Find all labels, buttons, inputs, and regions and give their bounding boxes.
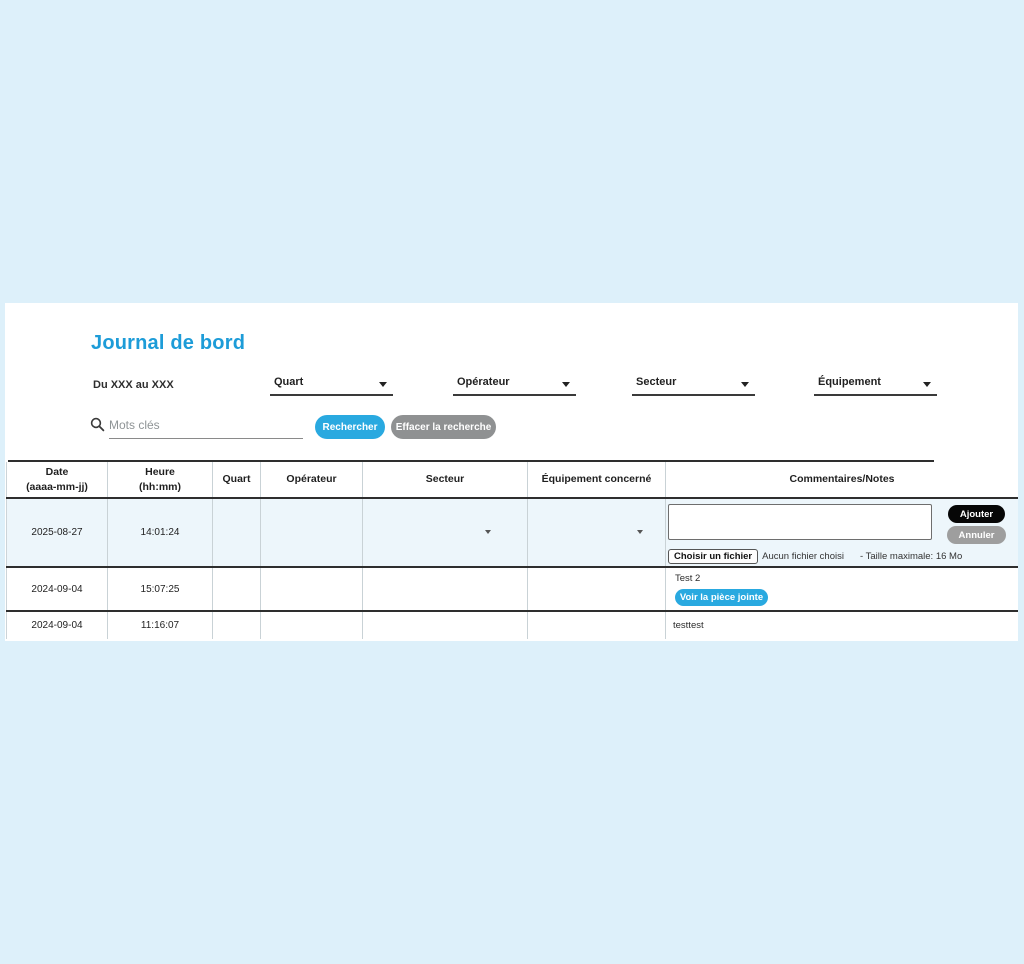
filter-dropdown-quart-label: Quart bbox=[274, 376, 304, 388]
cell-operateur bbox=[260, 611, 363, 639]
table-top-border bbox=[8, 460, 934, 462]
add-button[interactable]: Ajouter bbox=[948, 505, 1005, 523]
chevron-down-icon bbox=[741, 382, 749, 387]
time-value: 15:07:25 bbox=[140, 583, 180, 595]
page-title: Journal de bord bbox=[91, 332, 246, 354]
filter-dropdown-secteur-label: Secteur bbox=[636, 376, 677, 388]
cell-operateur bbox=[260, 498, 363, 568]
keywords-input[interactable] bbox=[109, 411, 303, 439]
cell-date: 2024-09-04 bbox=[6, 611, 108, 639]
col-header-secteur: Secteur bbox=[362, 462, 528, 499]
filter-dropdown-secteur[interactable]: Secteur bbox=[632, 373, 755, 396]
chevron-down-icon bbox=[637, 530, 643, 534]
search-button[interactable]: Rechercher bbox=[315, 415, 385, 439]
date-value: 2025-08-27 bbox=[31, 527, 83, 538]
cell-quart bbox=[212, 567, 261, 612]
cell-comment-edit: Ajouter Annuler Choisir un fichier Aucun… bbox=[665, 498, 1018, 568]
chevron-down-icon bbox=[485, 530, 491, 534]
cell-equipement bbox=[527, 611, 666, 639]
date-value: 2024-09-04 bbox=[31, 620, 83, 631]
choose-file-button[interactable]: Choisir un fichier bbox=[668, 549, 759, 564]
time-value: 11:16:07 bbox=[140, 620, 180, 631]
clear-search-button[interactable]: Effacer la recherche bbox=[391, 415, 496, 439]
cell-time: 14:01:24 bbox=[107, 498, 213, 568]
file-size-hint: - Taille maximale: 16 Mo bbox=[859, 551, 963, 562]
cell-time: 11:16:07 bbox=[107, 611, 213, 639]
content-panel: Journal de bord Du XXX au XXX Quart Opér… bbox=[5, 303, 1018, 641]
cell-quart bbox=[212, 611, 261, 639]
table-row: 2024-09-04 15:07:25 Test 2 Voir la pièce… bbox=[6, 567, 1018, 612]
col-header-date: Date (aaaa-mm-jj) bbox=[6, 462, 108, 499]
file-status-text: Aucun fichier choisi bbox=[762, 551, 844, 562]
col-header-equipement: Équipement concerné bbox=[527, 462, 666, 499]
date-range-label[interactable]: Du XXX au XXX bbox=[93, 379, 174, 391]
date-value: 2024-09-04 bbox=[31, 583, 83, 595]
cell-operateur bbox=[260, 567, 363, 612]
cell-secteur-select[interactable] bbox=[362, 498, 528, 568]
cell-equipement bbox=[527, 567, 666, 612]
cell-secteur bbox=[362, 567, 528, 612]
table-row: 2024-09-04 11:16:07 testtest bbox=[6, 611, 1019, 639]
comment-text: testtest bbox=[673, 620, 704, 631]
logbook-table: Date (aaaa-mm-jj) Heure (hh:mm) Quart Op… bbox=[6, 462, 1018, 639]
filter-dropdown-operateur-label: Opérateur bbox=[457, 376, 510, 388]
comment-textarea[interactable] bbox=[668, 504, 932, 540]
col-header-operateur: Opérateur bbox=[260, 462, 363, 499]
col-header-heure-line2: (hh:mm) bbox=[139, 480, 181, 493]
col-header-quart: Quart bbox=[212, 462, 261, 499]
table-row: 2025-08-27 14:01:24 Ajouter Annuler Choi… bbox=[6, 498, 1018, 568]
file-upload-row: Choisir un fichier Aucun fichier choisi … bbox=[668, 549, 962, 564]
table-header-row: Date (aaaa-mm-jj) Heure (hh:mm) Quart Op… bbox=[6, 462, 1018, 499]
cancel-button[interactable]: Annuler bbox=[947, 526, 1006, 544]
cell-secteur bbox=[362, 611, 528, 639]
col-header-date-line2: (aaaa-mm-jj) bbox=[26, 480, 88, 493]
filter-dropdown-equipement[interactable]: Équipement bbox=[814, 373, 937, 396]
chevron-down-icon bbox=[923, 382, 931, 387]
cell-date: 2024-09-04 bbox=[6, 567, 108, 612]
col-header-heure-line1: Heure bbox=[145, 466, 175, 479]
col-header-heure: Heure (hh:mm) bbox=[107, 462, 213, 499]
filter-dropdown-equipement-label: Équipement bbox=[818, 376, 881, 388]
time-value: 14:01:24 bbox=[140, 527, 180, 538]
cell-quart bbox=[212, 498, 261, 568]
cell-time: 15:07:25 bbox=[107, 567, 213, 612]
filter-dropdown-quart[interactable]: Quart bbox=[270, 373, 393, 396]
cell-comment: Test 2 Voir la pièce jointe bbox=[665, 567, 1018, 612]
view-attachment-button[interactable]: Voir la pièce jointe bbox=[675, 589, 768, 606]
filter-dropdown-operateur[interactable]: Opérateur bbox=[453, 373, 576, 396]
col-header-commentaires: Commentaires/Notes bbox=[665, 462, 1018, 499]
chevron-down-icon bbox=[379, 382, 387, 387]
col-header-date-line1: Date bbox=[45, 466, 69, 479]
cell-date: 2025-08-27 bbox=[6, 498, 108, 568]
cell-equipement-select[interactable] bbox=[527, 498, 666, 568]
chevron-down-icon bbox=[562, 382, 570, 387]
cell-comment: testtest bbox=[666, 611, 1019, 639]
search-icon bbox=[90, 417, 105, 437]
comment-text: Test 2 bbox=[675, 573, 701, 584]
